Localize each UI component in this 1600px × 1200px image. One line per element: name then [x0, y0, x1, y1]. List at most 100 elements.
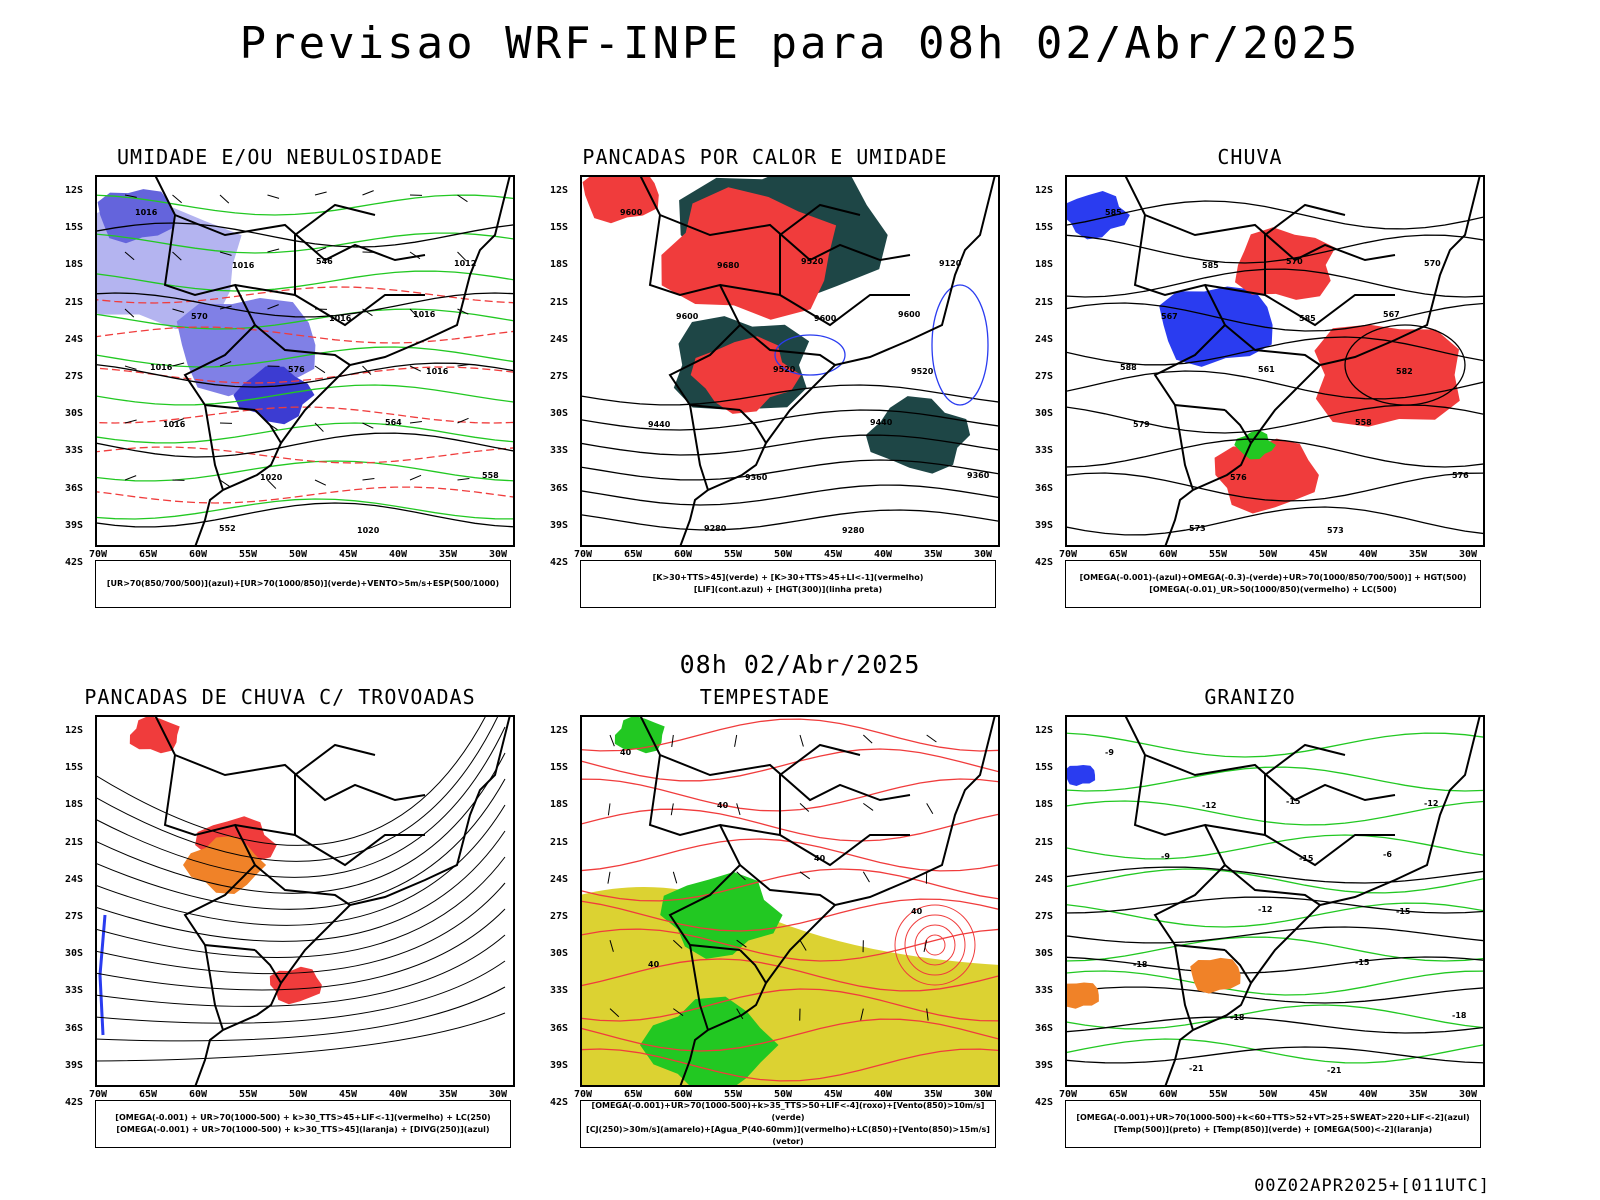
legend-line: [Temp(500)](preto) + [Temp(850)](verde) …	[1113, 1125, 1433, 1134]
lif-contour	[774, 334, 846, 376]
hgt300-contour	[580, 434, 1000, 456]
contour-label: -15	[1299, 854, 1314, 863]
contour-label: 9600	[814, 314, 837, 323]
wind-vector	[314, 479, 327, 486]
thickness-contour	[95, 486, 515, 504]
country-border	[204, 944, 224, 1031]
wind-vector	[314, 422, 324, 432]
lat-tick-label: 15S	[65, 222, 84, 234]
lat-tick-label: 12S	[550, 725, 569, 736]
lat-tick-label: 21S	[1035, 296, 1054, 308]
lon-tick-label: 35W	[1408, 1089, 1428, 1100]
lat-tick-label: 42S	[550, 1097, 569, 1108]
contour-label: 1020	[357, 526, 380, 535]
wind-vector	[409, 251, 421, 260]
lat-tick-label: 39S	[550, 519, 569, 531]
legend-line: [OMEGA(-0.001)-(azul)+OMEGA(-0.3)-(verde…	[1079, 573, 1467, 582]
wind-vector	[457, 417, 469, 424]
rh-contour	[95, 460, 515, 482]
country-border	[154, 175, 426, 262]
legend-line: [OMEGA(-0.001) + UR>70(1000-500) + k>30_…	[116, 1125, 490, 1134]
lon-tick-label: 50W	[1258, 549, 1278, 560]
country-border	[204, 404, 224, 491]
temp500-contour	[1065, 1046, 1485, 1064]
lon-tick-label: 65W	[138, 549, 158, 560]
lon-tick-label: 40W	[873, 549, 893, 560]
lat-tick-label: 27S	[550, 911, 569, 922]
wind-vector	[863, 802, 874, 811]
lon-tick-label: 40W	[873, 1089, 893, 1100]
rain-area	[1159, 286, 1273, 367]
wind-vector	[736, 939, 747, 948]
wind-vector	[670, 803, 674, 816]
streamline	[95, 986, 506, 1042]
lon-tick-label: 60W	[673, 549, 693, 560]
lon-tick-label: 35W	[1408, 549, 1428, 560]
lon-tick-label: 50W	[1258, 1089, 1278, 1100]
country-border	[1204, 284, 1395, 327]
lon-tick-label: 35W	[438, 549, 458, 560]
contour-label: 546	[316, 257, 333, 266]
lc850-contour	[580, 748, 1000, 782]
streamline	[95, 778, 506, 910]
country-border	[719, 284, 910, 327]
lat-tick-label: 18S	[550, 259, 569, 271]
country-border	[294, 203, 376, 295]
lat-tick-label: 39S	[65, 1059, 84, 1071]
panel-pancadas-calor: PANCADAS POR CALOR E UMIDADE 9600 9680 9600…	[525, 145, 1005, 645]
contour-label: 585	[1105, 208, 1122, 217]
lat-tick-label: 24S	[1035, 333, 1054, 345]
contour-label: -12	[1258, 905, 1272, 914]
contour-label: 40	[717, 801, 729, 810]
wind-vector	[267, 479, 277, 489]
instability-area	[690, 336, 801, 414]
lc850-contour	[580, 718, 1000, 752]
lon-tick-label: 60W	[673, 1089, 693, 1100]
temp850-contour	[1065, 732, 1485, 758]
panel-title: TEMPESTADE	[699, 685, 831, 709]
lon-tick-label: 45W	[823, 549, 843, 560]
country-border	[234, 824, 425, 867]
wind-vector	[799, 734, 804, 747]
instability-area	[582, 175, 659, 224]
contour-label: 582	[1396, 367, 1413, 376]
contour-label: 9520	[773, 365, 796, 374]
wind-vector	[362, 365, 372, 375]
contour-label: 567	[1383, 310, 1400, 319]
wind-vector	[672, 939, 683, 949]
wind-vector	[672, 871, 678, 884]
lon-tick-label: 30W	[1458, 1089, 1478, 1100]
temp850-contour	[1065, 936, 1485, 962]
lon-tick-label: 65W	[623, 1089, 643, 1100]
storm-area	[269, 966, 322, 1005]
contour-label: 9600	[676, 312, 699, 321]
lon-tick-label: 70W	[88, 1089, 108, 1100]
contour-label: 1016	[232, 261, 255, 270]
lat-tick-label: 36S	[550, 1022, 569, 1034]
lon-tick-label: 50W	[773, 1089, 793, 1100]
lat-tick-label: 24S	[65, 873, 84, 885]
storm-area	[129, 715, 180, 754]
lat-tick-label: 15S	[550, 762, 569, 774]
panel-chuva: CHUVA 585 585 585 582 579 576 573 570 567 561 558 57…	[1010, 145, 1490, 645]
streamline	[95, 856, 506, 958]
wind-vector	[457, 308, 469, 315]
lat-tick-label: 42S	[1035, 1097, 1054, 1108]
lon-tick-label: 55W	[238, 1089, 258, 1100]
country-border	[1174, 944, 1194, 1031]
contour-label: 1020	[260, 473, 283, 482]
contour-label: 1016	[150, 363, 173, 372]
lif-contour	[931, 284, 989, 406]
country-border	[234, 284, 425, 327]
lat-tick-label: 12S	[550, 185, 569, 196]
map-tempestade: 40 40 40 40 40 12S 15S 18S 21S 24S 27S 30S 33S 36S 39S…	[550, 715, 1000, 1108]
wind-vector	[314, 191, 327, 196]
lat-tick-label: 30S	[65, 948, 84, 960]
contour-label: 576	[1230, 473, 1247, 482]
wind-vector	[172, 308, 185, 313]
contour-label: 9520	[911, 367, 934, 376]
lon-tick-label: 30W	[1458, 549, 1478, 560]
wind-vector	[457, 251, 467, 261]
panel-umidade: UMIDADE E/OU NEBULOSIDADE 1016 1016 1016 101…	[40, 145, 520, 645]
lat-tick-label: 30S	[65, 408, 84, 420]
